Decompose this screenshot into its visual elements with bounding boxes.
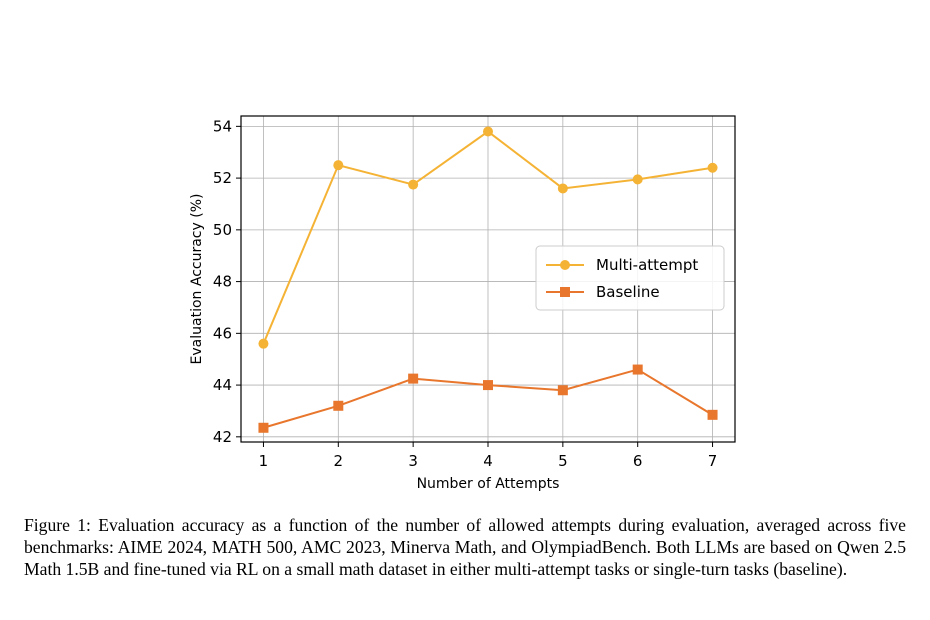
data-point [333, 160, 344, 171]
x-tick-label: 3 [408, 452, 418, 470]
legend-label: Baseline [596, 283, 660, 301]
plot-frame [240, 115, 736, 443]
legend-marker [560, 260, 570, 270]
line-chart: 1 2 3 4 5 6 7 42 44 46 48 50 52 54 Number of Attempts E… [189, 115, 736, 492]
x-axis-label: Number of Attempts [417, 476, 560, 492]
y-tick-label: 46 [213, 324, 232, 342]
data-point [333, 400, 344, 411]
data-point [258, 338, 269, 349]
data-point [408, 179, 419, 190]
x-tick-label: 2 [334, 452, 344, 470]
y-tick-label: 54 [213, 117, 232, 135]
legend-marker [560, 287, 570, 297]
y-tick-label: 52 [213, 169, 232, 187]
x-tick-label: 1 [259, 452, 269, 470]
data-point [483, 126, 493, 137]
data-point [258, 422, 269, 433]
data-point [483, 380, 493, 391]
data-point [707, 162, 718, 173]
data-point [408, 373, 419, 384]
chart-area: 1 2 3 4 5 6 7 42 44 46 48 50 52 54 Number of Attempts E… [189, 115, 736, 492]
y-tick-label: 50 [213, 221, 232, 239]
x-tick-label: 7 [708, 452, 718, 470]
legend-box [535, 245, 725, 311]
y-tick-label: 42 [213, 428, 232, 446]
data-point [557, 183, 568, 194]
x-tick-label: 6 [633, 452, 643, 470]
data-point [707, 409, 718, 420]
data-point [632, 364, 643, 375]
x-tick-label: 5 [558, 452, 568, 470]
data-point [632, 174, 643, 185]
y-axis-label: Evaluation Accuracy (%) [189, 194, 205, 365]
data-point [557, 385, 568, 396]
x-tick-label: 4 [483, 452, 493, 470]
figure-caption: Figure 1: Evaluation accuracy as a funct… [24, 515, 906, 579]
y-tick-label: 44 [213, 376, 232, 394]
legend-label: Multi-attempt [596, 256, 698, 274]
y-tick-label: 48 [213, 273, 232, 291]
